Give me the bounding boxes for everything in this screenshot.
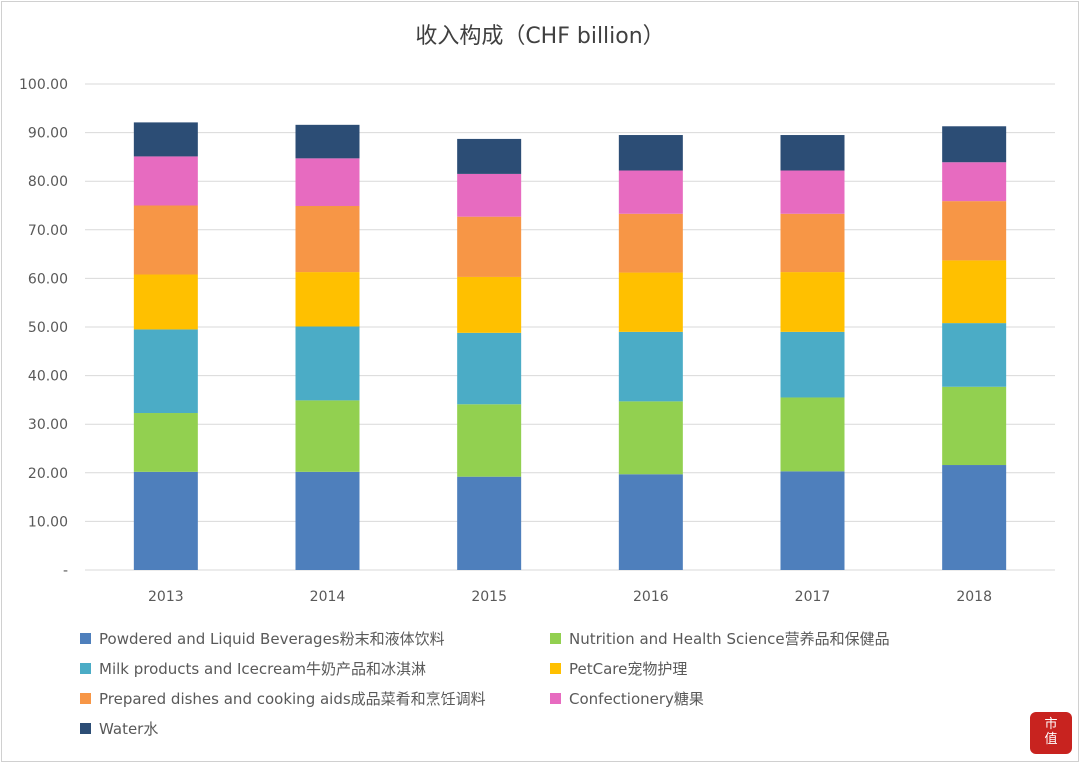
x-tick-label: 2018	[956, 589, 992, 605]
legend-item: PetCare宠物护理	[550, 658, 687, 679]
bar-segment	[780, 272, 845, 332]
bar-segment	[133, 329, 198, 414]
legend-label: Water水	[99, 720, 159, 738]
y-tick-label: 20.00	[28, 466, 68, 482]
seal-logo: 市值	[1030, 712, 1072, 754]
bar-segment	[942, 260, 1007, 324]
legend-label: Nutrition and Health Science营养品和保健品	[569, 630, 890, 648]
bar-segment	[618, 170, 683, 214]
bar-segment	[780, 170, 845, 214]
bar-segment	[618, 213, 683, 273]
legend-swatch	[550, 663, 561, 674]
legend-swatch	[80, 693, 91, 704]
bar-segment	[295, 400, 360, 472]
bar-segment	[618, 474, 683, 570]
bar-segment	[780, 397, 845, 472]
bar-segment	[942, 465, 1007, 570]
bar-segment	[618, 331, 683, 402]
x-tick-label: 2016	[633, 589, 669, 605]
bar-segment	[457, 216, 522, 277]
bar-segment	[942, 126, 1007, 163]
legend-swatch	[80, 633, 91, 644]
y-tick-label: 100.00	[19, 77, 68, 93]
legend-swatch	[80, 723, 91, 734]
bar-segment	[295, 326, 360, 401]
bar-segment	[942, 386, 1007, 466]
bar-segment	[618, 401, 683, 475]
legend-swatch	[550, 693, 561, 704]
legend-label: PetCare宠物护理	[569, 660, 688, 678]
legend-label: Prepared dishes and cooking aids成品菜肴和烹饪调…	[99, 690, 486, 708]
y-tick-label: 90.00	[28, 126, 68, 142]
legend-item: Confectionery糖果	[550, 688, 704, 709]
x-tick-label: 2017	[795, 589, 831, 605]
legend-label: Milk products and Icecream牛奶产品和冰淇淋	[99, 660, 427, 678]
bar-segment	[618, 135, 683, 171]
x-tick-label: 2015	[471, 589, 507, 605]
legend-item: Nutrition and Health Science营养品和保健品	[550, 628, 890, 649]
bar-segment	[457, 404, 522, 477]
bar-segment	[457, 276, 522, 333]
bar-segment	[133, 274, 198, 330]
legend-swatch	[80, 663, 91, 674]
bar-segment	[457, 332, 522, 405]
bar-segment	[780, 331, 845, 398]
bar-segment	[133, 205, 198, 275]
legend-item: Prepared dishes and cooking aids成品菜肴和烹饪调…	[80, 688, 486, 709]
bar-segment	[295, 471, 360, 570]
chart-title: 收入构成（CHF billion）	[415, 24, 665, 49]
bar-segment	[780, 471, 845, 570]
bar-segment	[457, 476, 522, 570]
legend-item: Water水	[80, 718, 158, 739]
y-tick-label: 80.00	[28, 174, 68, 190]
y-tick-label: 60.00	[28, 271, 68, 287]
bar-segment	[133, 413, 198, 472]
bar-segment	[457, 138, 522, 174]
bar-segment	[942, 323, 1007, 387]
bar-segment	[942, 162, 1007, 202]
bar-segment	[133, 122, 198, 157]
y-tick-label: 50.00	[28, 320, 68, 336]
bar-segment	[295, 205, 360, 273]
y-tick-label: -	[63, 563, 68, 579]
bar-segment	[780, 135, 845, 171]
bar-segment	[295, 272, 360, 327]
x-tick-label: 2013	[148, 589, 184, 605]
bar-segment	[133, 471, 198, 570]
legend-label: Powdered and Liquid Beverages粉末和液体饮料	[99, 630, 445, 648]
bar-segment	[942, 201, 1007, 261]
x-tick-label: 2014	[310, 589, 346, 605]
legend-item: Powdered and Liquid Beverages粉末和液体饮料	[80, 628, 445, 649]
legend-label: Confectionery糖果	[569, 690, 704, 708]
bar-segment	[780, 213, 845, 273]
y-tick-label: 70.00	[28, 223, 68, 239]
y-tick-label: 30.00	[28, 417, 68, 433]
legend-item: Milk products and Icecream牛奶产品和冰淇淋	[80, 658, 426, 679]
bar-segment	[618, 272, 683, 332]
bar-segment	[295, 124, 360, 159]
bar-segment	[133, 156, 198, 206]
y-tick-label: 10.00	[28, 514, 68, 530]
bar-segment	[295, 158, 360, 206]
legend-swatch	[550, 633, 561, 644]
y-tick-label: 40.00	[28, 369, 68, 385]
bar-segment	[457, 173, 522, 217]
